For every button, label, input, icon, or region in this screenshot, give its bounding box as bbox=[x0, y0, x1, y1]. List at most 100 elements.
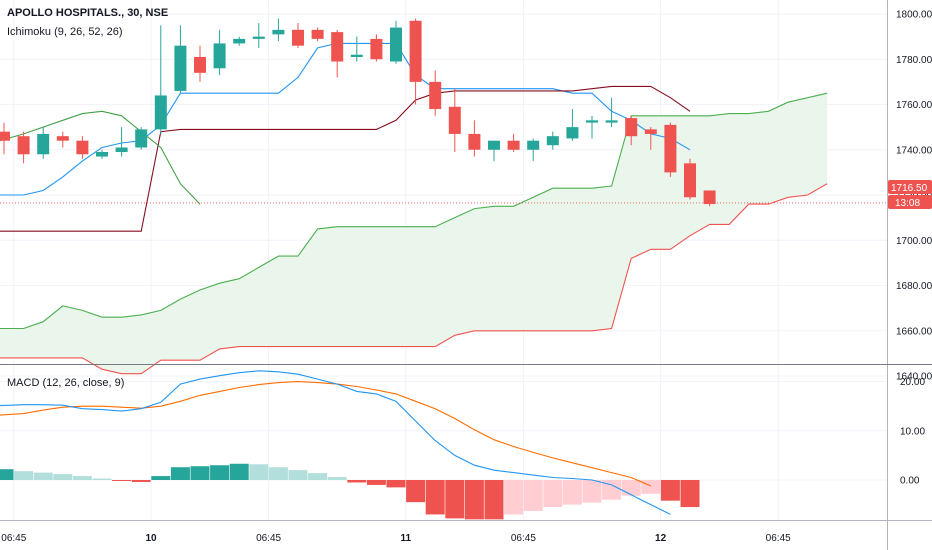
histogram-bar bbox=[386, 480, 406, 488]
candle-down bbox=[644, 129, 657, 134]
y-tick-label: 1700.00 bbox=[896, 236, 932, 247]
candle-up bbox=[252, 36, 265, 39]
histogram-bar bbox=[602, 480, 622, 500]
candle-up bbox=[96, 152, 108, 157]
candle-up bbox=[350, 54, 363, 57]
histogram-bar bbox=[347, 480, 367, 483]
candle-down bbox=[370, 38, 383, 60]
histogram-bar bbox=[92, 478, 112, 480]
candle-down bbox=[76, 140, 89, 155]
histogram-bar bbox=[308, 473, 328, 480]
macd-y-tick-label: 0.00 bbox=[900, 476, 920, 487]
histogram-bar bbox=[72, 476, 92, 480]
candle-up bbox=[527, 140, 540, 150]
histogram-bar bbox=[288, 470, 308, 480]
y-tick-label: 1740.00 bbox=[896, 145, 932, 156]
candle-up bbox=[135, 129, 148, 148]
histogram-bar bbox=[131, 480, 151, 482]
histogram-bar bbox=[33, 472, 53, 480]
cloud-area bbox=[0, 93, 828, 374]
candle-up bbox=[115, 147, 128, 153]
y-tick-label: 1680.00 bbox=[896, 281, 932, 292]
candle-down bbox=[194, 56, 206, 73]
histogram-bar bbox=[190, 466, 210, 480]
histogram-bar bbox=[406, 480, 426, 503]
candle-down bbox=[56, 136, 69, 141]
histogram-bar bbox=[504, 480, 524, 515]
y-tick-label: 1760.00 bbox=[896, 100, 932, 111]
histogram-bar bbox=[53, 474, 73, 480]
candle-down bbox=[311, 29, 324, 39]
conversion-line bbox=[0, 42, 691, 196]
candle-down bbox=[448, 106, 461, 134]
x-tick-label: 11 bbox=[401, 533, 412, 544]
candle-down bbox=[625, 118, 638, 137]
candle-down bbox=[468, 133, 481, 150]
candle-up bbox=[272, 29, 285, 35]
candle-down bbox=[17, 136, 30, 155]
macd-line bbox=[0, 370, 671, 515]
candle-down bbox=[409, 20, 422, 82]
candle-up bbox=[546, 136, 559, 146]
histogram-bar bbox=[366, 480, 386, 485]
histogram-bar bbox=[268, 467, 288, 480]
candle-up bbox=[586, 120, 598, 123]
signal-line bbox=[0, 381, 652, 487]
macd-histogram bbox=[0, 463, 700, 520]
last-price-badge: 1716.50 13:08 bbox=[888, 180, 932, 209]
histogram-bar bbox=[0, 469, 14, 480]
histogram-bar bbox=[523, 480, 543, 511]
candle-down bbox=[331, 32, 344, 62]
ichimoku-cloud bbox=[0, 93, 828, 374]
histogram-bar bbox=[229, 463, 249, 480]
macd-legend: MACD (12, 26, close, 9) bbox=[7, 377, 124, 389]
candle-down bbox=[664, 124, 677, 173]
histogram-bar bbox=[680, 480, 700, 508]
x-tick-label: 06:45 bbox=[256, 533, 281, 544]
candle-up bbox=[37, 133, 50, 155]
ichimoku-legend: Ichimoku (9, 26, 52, 26) bbox=[7, 26, 123, 38]
histogram-bar bbox=[14, 471, 34, 480]
histogram-bar bbox=[151, 476, 171, 480]
x-tick-label: 06:45 bbox=[1, 533, 26, 544]
candle-up bbox=[488, 140, 500, 150]
x-tick-label: 10 bbox=[145, 533, 157, 544]
candle-up bbox=[154, 95, 167, 130]
candle-down bbox=[429, 81, 442, 110]
histogram-bar bbox=[660, 480, 680, 501]
histogram-bar bbox=[327, 477, 347, 480]
histogram-bar bbox=[210, 465, 230, 480]
candle-up bbox=[213, 43, 226, 69]
macd-y-tick-label: 10.00 bbox=[900, 426, 925, 437]
candle-down bbox=[292, 29, 304, 46]
histogram-bar bbox=[112, 480, 132, 481]
bar-countdown: 13:08 bbox=[895, 198, 920, 209]
histogram-bar bbox=[445, 480, 465, 519]
ichimoku-lines bbox=[0, 42, 887, 375]
last-price-value: 1716.50 bbox=[891, 183, 928, 194]
y-tick-label: 1800.00 bbox=[896, 10, 932, 21]
candle-down bbox=[0, 131, 10, 141]
histogram-bar bbox=[425, 480, 445, 515]
histogram-bar bbox=[464, 480, 484, 520]
lagging-line bbox=[0, 110, 201, 205]
histogram-bar bbox=[621, 480, 641, 496]
macd-y-tick-label: 20.00 bbox=[900, 377, 925, 388]
x-tick-label: 06:45 bbox=[766, 533, 791, 544]
y-tick-label: 1780.00 bbox=[896, 55, 932, 66]
histogram-bar bbox=[582, 480, 602, 503]
histogram-bar bbox=[543, 480, 563, 508]
histogram-bar bbox=[641, 480, 661, 494]
candle-down bbox=[507, 140, 520, 150]
histogram-bar bbox=[562, 480, 582, 505]
x-tick-label: 06:45 bbox=[511, 533, 536, 544]
candle-up bbox=[605, 120, 618, 123]
candle-up bbox=[233, 38, 246, 44]
candle-down bbox=[703, 190, 716, 205]
y-tick-label: 1660.00 bbox=[896, 326, 932, 337]
span_a-line bbox=[0, 92, 828, 330]
span_b-line bbox=[0, 183, 828, 375]
macd-lines bbox=[0, 370, 671, 515]
candle-up bbox=[566, 127, 579, 139]
